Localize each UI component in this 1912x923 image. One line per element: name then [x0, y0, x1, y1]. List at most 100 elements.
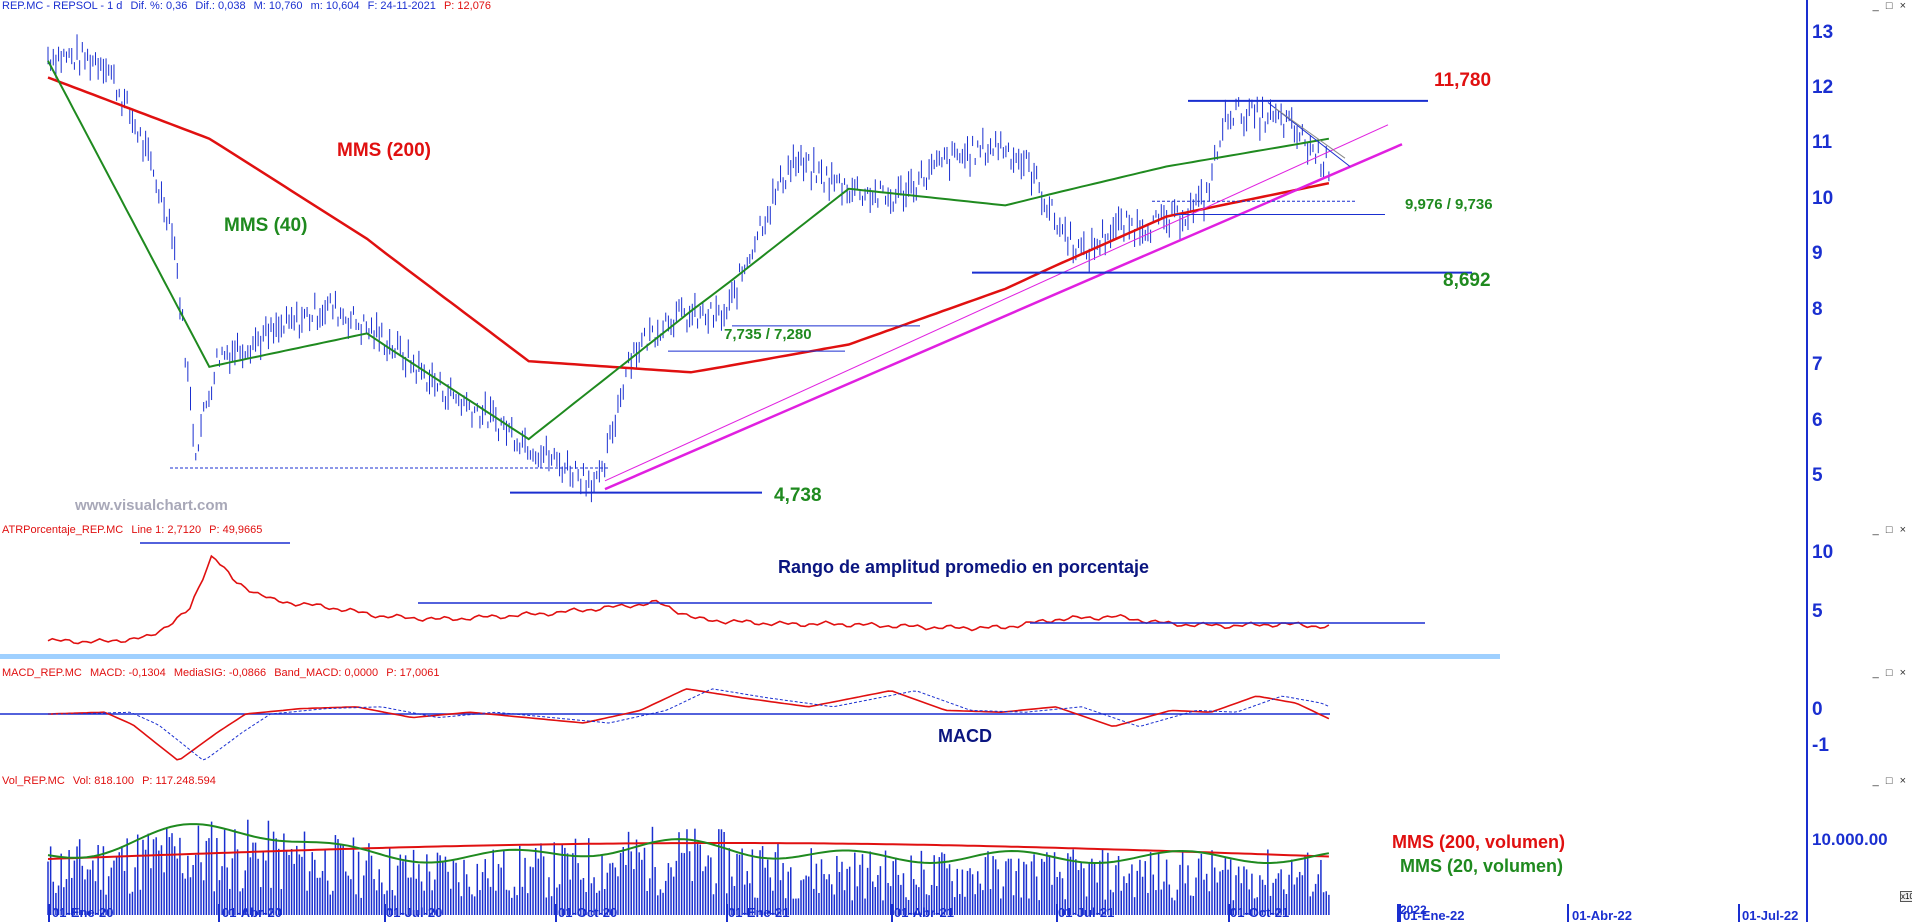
- macd-y-tick-0: 0: [1812, 699, 1823, 720]
- level-7735-label: 7,735 / 7,280: [724, 326, 812, 343]
- close-icon[interactable]: ×: [1899, 775, 1908, 787]
- price-pane-header: REP.MC - REPSOL - 1 d Dif. %: 0,36 Dif.:…: [0, 0, 497, 13]
- minimize-icon[interactable]: _: [1872, 775, 1881, 787]
- minimize-icon[interactable]: _: [1872, 667, 1881, 679]
- vol-header-p: P: 117.248.594: [142, 775, 216, 787]
- y-tick-12: 12: [1812, 77, 1834, 98]
- atr-y-tick-5: 5: [1812, 601, 1823, 622]
- restore-icon[interactable]: □: [1885, 667, 1895, 679]
- minimize-icon[interactable]: _: [1872, 524, 1881, 536]
- macd-pane-controls: _ □ ×: [1873, 667, 1908, 679]
- x-tick: [726, 904, 728, 922]
- x-label-jul22: 01-Jul-22: [1742, 908, 1799, 923]
- restore-icon[interactable]: □: [1885, 0, 1895, 12]
- x-label-jul21: 01-Jul-21: [1058, 905, 1115, 920]
- y-tick-6: 6: [1812, 410, 1823, 431]
- vol-header-name: Vol_REP.MC: [2, 775, 65, 787]
- macd-line: [47, 688, 1330, 761]
- volume-pane[interactable]: Vol_REP.MC Vol: 818.100 P: 117.248.594 _…: [0, 775, 1912, 922]
- mms40-line: [47, 60, 1330, 441]
- atr-pane-header: ATRPorcentaje_REP.MC Line 1: 2,7120 P: 4…: [0, 524, 267, 537]
- x-label-ene21: 01-Ene-21: [728, 905, 790, 920]
- atr-header-p: P: 49,9665: [209, 524, 263, 536]
- header-dif-pct: Dif. %: 0,36: [130, 0, 188, 12]
- volume-bars: [47, 819, 1330, 915]
- atr-header-line: Line 1: 2,7120: [131, 524, 202, 536]
- x-tick: [1228, 904, 1230, 922]
- atr-title: Rango de amplitud promedio en porcentaje: [778, 557, 1150, 577]
- close-icon[interactable]: ×: [1899, 0, 1908, 12]
- macd-header-name: MACD_REP.MC: [2, 667, 82, 679]
- vol-mms200-label: MMS (200, volumen): [1392, 832, 1566, 852]
- close-icon[interactable]: ×: [1899, 524, 1908, 536]
- x-label-abr22: 01-Abr-22: [1572, 908, 1632, 923]
- atr-y-tick-10: 10: [1812, 542, 1834, 563]
- x-label-abr20: 01-Abr-20: [222, 905, 282, 920]
- x-tick: [1056, 904, 1058, 922]
- header-price: P: 12,076: [443, 0, 492, 12]
- vol-mms20-label: MMS (20, volumen): [1400, 856, 1564, 876]
- restore-icon[interactable]: □: [1885, 524, 1895, 536]
- close-icon[interactable]: ×: [1899, 667, 1908, 679]
- y-tick-10: 10: [1812, 188, 1834, 209]
- volume-y-axis[interactable]: [1806, 775, 1912, 922]
- header-dif: Dif.: 0,038: [195, 0, 246, 12]
- minimize-icon[interactable]: _: [1872, 0, 1881, 12]
- header-symbol: REP.MC - REPSOL - 1 d: [2, 0, 123, 12]
- mms200-label: MMS (200): [337, 140, 431, 161]
- x-tick: [1567, 904, 1569, 922]
- macd-pane[interactable]: MACD_REP.MC MACD: -0,1304 MediaSIG: -0,0…: [0, 667, 1912, 776]
- macd-chart[interactable]: [0, 667, 1806, 775]
- y-tick-9: 9: [1812, 243, 1823, 264]
- x-label-2022: 2022: [1400, 903, 1427, 917]
- y-tick-11: 11: [1812, 132, 1833, 153]
- x-label-ene22: 01-Ene-22: [1403, 908, 1465, 923]
- level-11780-label: 11,780: [1434, 70, 1492, 91]
- price-pane-controls: _ □ ×: [1873, 0, 1908, 12]
- x-tick: [1738, 904, 1740, 922]
- macd-header-macd: MACD: -0,1304: [89, 667, 166, 679]
- price-chart[interactable]: [0, 0, 1806, 524]
- x-label-ene20: 01-Ene-20: [52, 905, 114, 920]
- atr-chart[interactable]: [0, 524, 1806, 667]
- atr-pane-controls: _ □ ×: [1873, 524, 1908, 536]
- level-9976-label: 9,976 / 9,736: [1405, 196, 1493, 213]
- atr-band: [0, 654, 1500, 659]
- watermark: www.visualchart.com: [75, 497, 228, 514]
- trendline-thin: [604, 124, 1389, 482]
- channel-line-2: [1274, 107, 1346, 159]
- vol-header-vol: Vol: 818.100: [72, 775, 135, 787]
- trendline-main: [604, 143, 1403, 491]
- atr-pane[interactable]: ATRPorcentaje_REP.MC Line 1: 2,7120 P: 4…: [0, 524, 1912, 668]
- mms200-line: [47, 76, 1330, 374]
- price-bars: [47, 34, 1330, 503]
- volume-chart[interactable]: [0, 775, 1806, 922]
- macd-header-band: Band_MACD: 0,0000: [274, 667, 379, 679]
- scale-badge[interactable]: x10: [1900, 891, 1912, 902]
- x-label-oct21: 01-Oct-21: [1230, 905, 1290, 920]
- macd-y-axis[interactable]: [1806, 667, 1912, 775]
- macd-header-signal: MediaSIG: -0,0866: [173, 667, 267, 679]
- mms40-label: MMS (40): [224, 215, 308, 236]
- x-label-jul20: 01-Jul-20: [386, 905, 443, 920]
- vol-mms200-line: [47, 842, 1329, 860]
- header-min: m: 10,604: [310, 0, 360, 12]
- volume-pane-header: Vol_REP.MC Vol: 818.100 P: 117.248.594: [0, 775, 221, 788]
- level-4738-label: 4,738: [774, 485, 822, 506]
- price-pane[interactable]: REP.MC - REPSOL - 1 d Dif. %: 0,36 Dif.:…: [0, 0, 1912, 525]
- x-tick: [384, 904, 386, 922]
- macd-y-tick-minus1: -1: [1812, 735, 1829, 756]
- macd-header-p: P: 17,0061: [386, 667, 440, 679]
- restore-icon[interactable]: □: [1885, 775, 1895, 787]
- volume-pane-controls: _ □ ×: [1873, 775, 1908, 787]
- vol-mms20-line: [47, 823, 1330, 865]
- x-tick: [1397, 904, 1399, 922]
- x-tick: [218, 904, 220, 922]
- x-label-oct20: 01-Oct-20: [558, 905, 618, 920]
- level-8692-label: 8,692: [1443, 270, 1491, 291]
- atr-y-axis[interactable]: [1806, 524, 1912, 667]
- x-tick: [48, 904, 50, 922]
- vol-y-tick: 10.000.00: [1812, 830, 1888, 849]
- x-tick: [1399, 904, 1401, 922]
- price-y-axis[interactable]: [1806, 0, 1912, 524]
